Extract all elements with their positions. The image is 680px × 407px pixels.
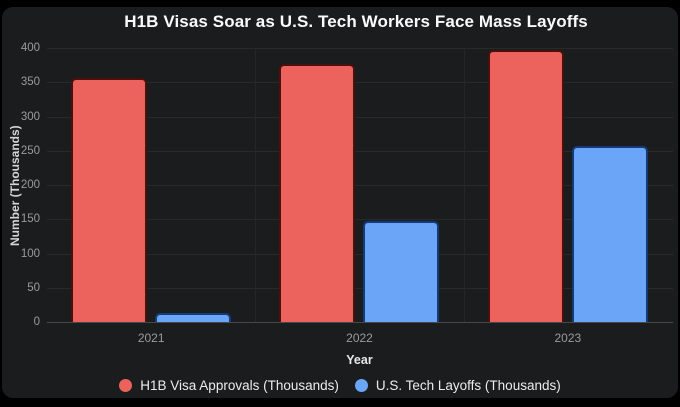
bar-h1b-visa-approvals-2021[interactable]	[71, 78, 148, 322]
gridline-y-250	[47, 150, 673, 152]
legend-item-us-tech-layoffs[interactable]: U.S. Tech Layoffs (Thousands)	[354, 378, 561, 393]
chart-card: H1B Visas Soar as U.S. Tech Workers Face…	[2, 7, 678, 398]
x-axis-title: Year	[346, 353, 373, 367]
gridline-y-150	[47, 219, 673, 221]
bar-group-2022	[255, 48, 463, 322]
legend: H1B Visa Approvals (Thousands) U.S. Tech…	[2, 378, 678, 393]
bar-us-tech-layoffs-2022[interactable]	[363, 221, 440, 322]
gridline-y-400	[47, 48, 673, 49]
legend-dot-red	[119, 379, 133, 392]
y-tick-label-300: 300	[20, 110, 40, 123]
plot-area	[47, 48, 672, 322]
y-tick-label-100: 100	[20, 247, 40, 260]
y-tick-label-350: 350	[20, 76, 40, 89]
gridline-y-0	[47, 322, 673, 323]
bar-us-tech-layoffs-2021[interactable]	[155, 313, 232, 322]
gridline-y-350	[47, 82, 673, 84]
bar-group-2021	[47, 48, 255, 322]
y-tick-label-0: 0	[33, 316, 40, 328]
gridline-x-boundary-1	[255, 48, 257, 322]
y-tick-label-150: 150	[20, 213, 40, 226]
y-tick-label-200: 200	[20, 179, 40, 191]
gridline-y-100	[47, 253, 673, 255]
bar-h1b-visa-approvals-2023[interactable]	[487, 50, 564, 322]
legend-item-h1b-visa-approvals[interactable]: H1B Visa Approvals (Thousands)	[119, 378, 339, 393]
x-tick-label-2022: 2022	[346, 331, 373, 345]
gridline-y-200	[47, 185, 673, 186]
x-tick-label-2023: 2023	[554, 331, 582, 345]
y-tick-label-50: 50	[27, 281, 40, 294]
chart-title: H1B Visas Soar as U.S. Tech Workers Face…	[124, 12, 588, 31]
legend-dot-blue	[354, 379, 368, 392]
bar-group-2023	[464, 48, 672, 322]
y-tick-label-400: 400	[20, 42, 40, 54]
gridline-y-50	[47, 287, 673, 289]
bar-us-tech-layoffs-2023[interactable]	[571, 146, 648, 322]
y-axis-title: Number (Thousands)	[8, 125, 22, 246]
gridline-x-boundary-2	[463, 48, 465, 322]
legend-label: U.S. Tech Layoffs (Thousands)	[375, 378, 561, 393]
y-tick-label-250: 250	[20, 144, 40, 157]
legend-label: H1B Visa Approvals (Thousands)	[140, 378, 339, 393]
gridline-y-300	[47, 116, 673, 118]
x-axis-ticks: 2021 2022 2023	[47, 331, 672, 345]
bar-h1b-visa-approvals-2022[interactable]	[279, 64, 356, 322]
x-tick-label-2021: 2021	[137, 331, 165, 345]
